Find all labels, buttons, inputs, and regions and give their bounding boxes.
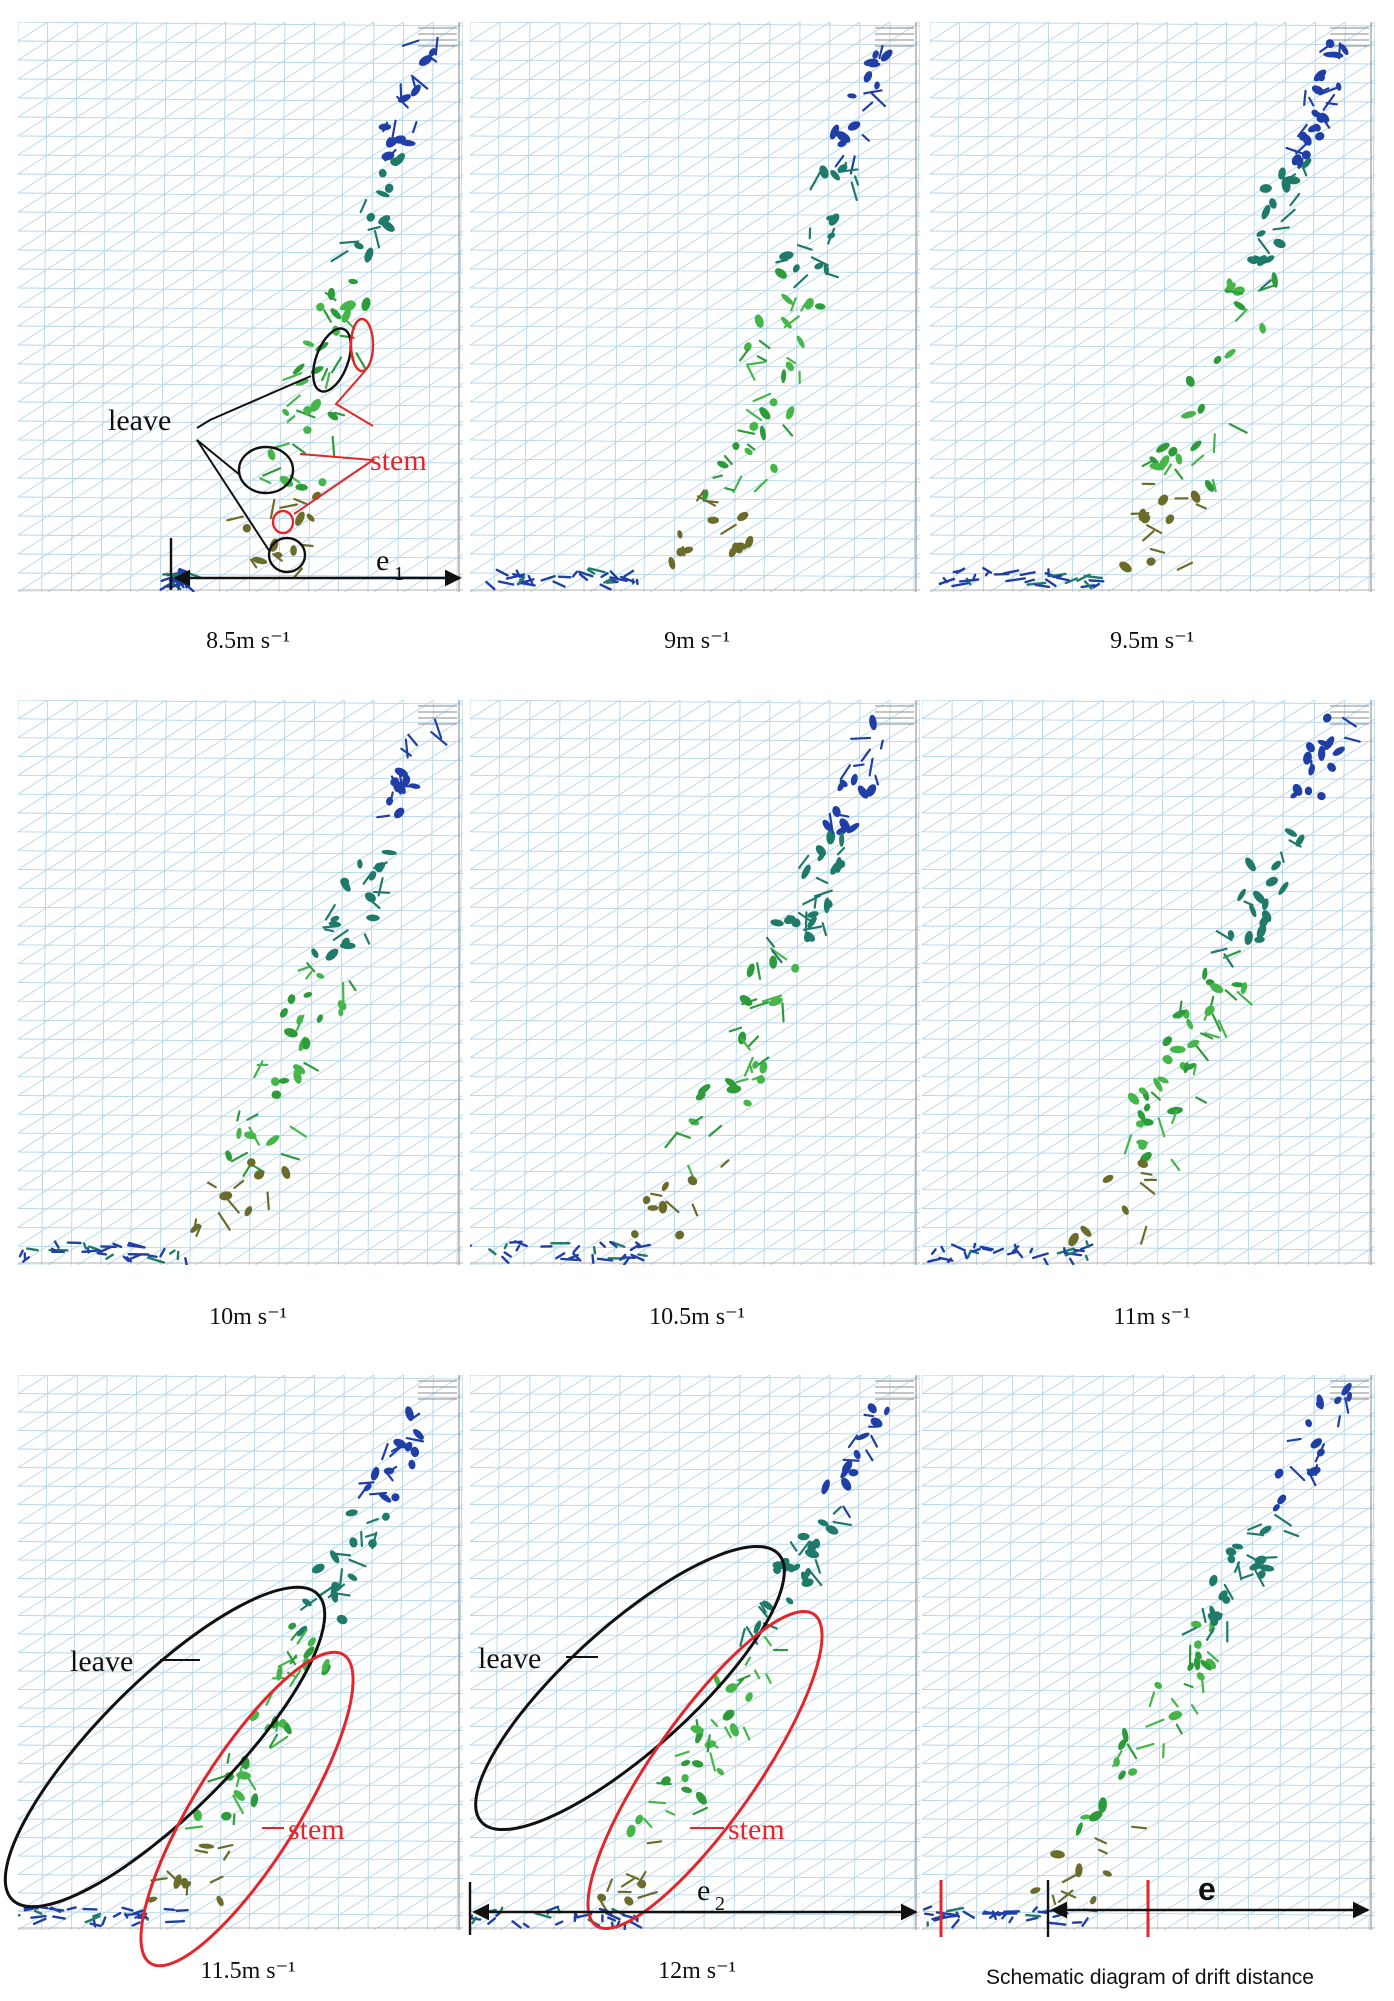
- particle-stream: [1030, 1382, 1352, 1906]
- distance-label: e: [697, 1874, 710, 1907]
- stem-label: stem: [370, 444, 427, 477]
- leave-label: leave: [108, 404, 171, 437]
- particle-stream: [190, 718, 448, 1238]
- panel-8-annotations: [468, 1544, 918, 1935]
- simulation-panel: [470, 22, 920, 592]
- particle-stream: [226, 36, 439, 578]
- distance-label: e: [376, 544, 389, 577]
- leave-label: leave: [478, 1642, 541, 1675]
- particle-stream: [597, 1403, 890, 1915]
- mesh-grid: [922, 700, 1375, 1265]
- leave-label: leave: [70, 1645, 133, 1678]
- speed-caption: 11m s⁻¹: [1114, 1304, 1191, 1330]
- schematic-caption: Schematic diagram of drift distance: [986, 1966, 1314, 1989]
- speed-caption: 9.5m s⁻¹: [1110, 628, 1194, 654]
- particle-stream: [1119, 39, 1349, 573]
- speed-caption: 11.5m s⁻¹: [201, 1958, 296, 1984]
- mesh-grid: [18, 22, 463, 592]
- particle-pile: [485, 567, 639, 591]
- simulation-panel: [18, 22, 463, 592]
- particle-pile: [470, 1240, 651, 1265]
- stem-label: stem: [728, 1813, 785, 1846]
- particle-stream: [1068, 713, 1361, 1247]
- particle-pile: [18, 1904, 189, 1928]
- particle-stream: [668, 44, 893, 570]
- speed-caption: 8.5m s⁻¹: [206, 628, 290, 654]
- mesh-grid: [18, 1375, 463, 1930]
- mesh-grid: [470, 22, 920, 592]
- simulation-panel: [18, 1375, 463, 1930]
- mesh-grid: [470, 700, 920, 1265]
- speed-caption: 10.5m s⁻¹: [649, 1304, 745, 1330]
- mesh-grid: [930, 22, 1375, 592]
- simulation-panel: [930, 22, 1375, 592]
- particle-stream: [631, 714, 884, 1240]
- particle-pile: [18, 1240, 188, 1265]
- particle-pile: [927, 1240, 1094, 1265]
- distance-label: e: [1198, 1871, 1216, 1907]
- distance-subscript: 2: [715, 1893, 725, 1915]
- panel-7-annotations: [3, 1585, 355, 1968]
- simulation-panel: [922, 1375, 1375, 1930]
- particle-stream: [145, 1406, 425, 1907]
- speed-caption: 9m s⁻¹: [664, 628, 730, 654]
- panel-9-annotations: [939, 1880, 1370, 1937]
- simulation-panel: [922, 700, 1375, 1265]
- distance-subscript: 1: [394, 563, 404, 585]
- mesh-grid: [18, 700, 463, 1265]
- simulation-panel: [18, 700, 463, 1265]
- speed-caption: 12m s⁻¹: [658, 1958, 736, 1984]
- speed-caption: 10m s⁻¹: [209, 1304, 287, 1330]
- mesh-grid: [922, 1375, 1375, 1930]
- panel-1-annotations: [169, 317, 462, 590]
- particle-pile: [938, 566, 1105, 590]
- simulation-panel: [470, 700, 920, 1265]
- stem-label: stem: [288, 1813, 345, 1846]
